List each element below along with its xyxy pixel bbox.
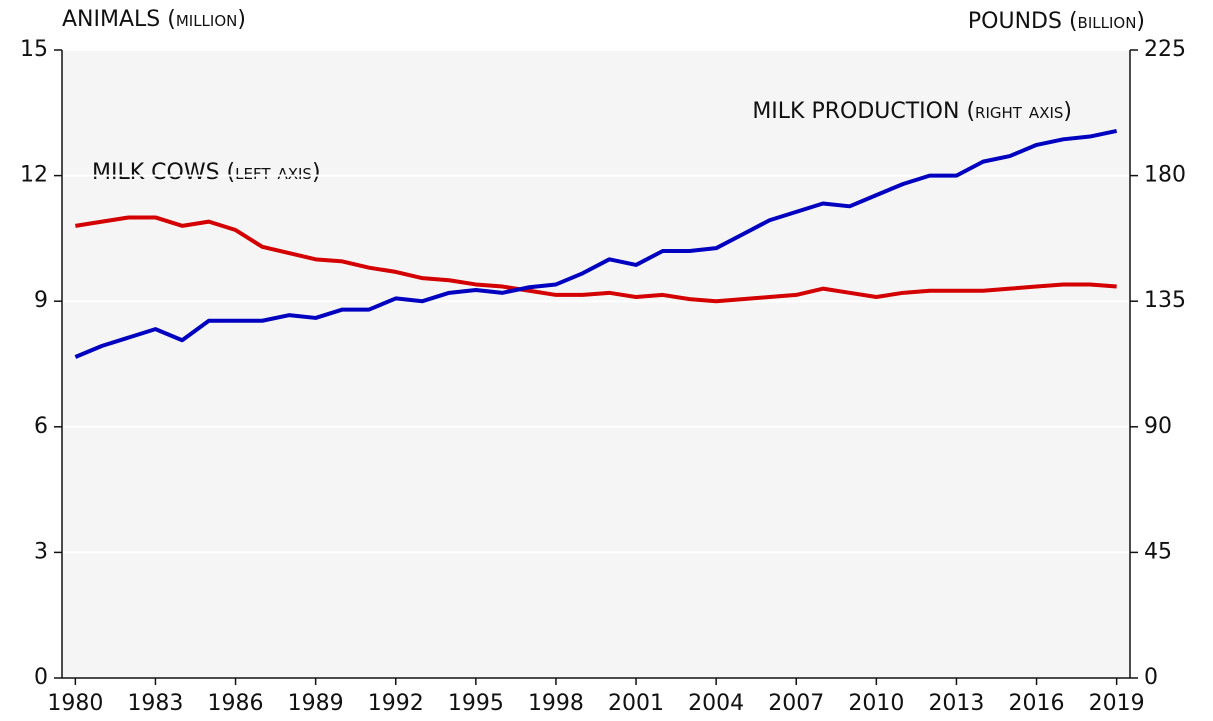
y-axis-label: ANIMALS (million) (62, 7, 246, 32)
series-line (75, 215, 1117, 304)
y-tick-label: 6 (34, 414, 48, 439)
y-tick-label: 9 (34, 288, 48, 313)
annotation: MILK COWS (left axis) (92, 160, 321, 185)
series-line (74, 128, 1118, 359)
y-tick-label: 3 (34, 539, 48, 564)
y2-tick-label: 135 (1144, 288, 1186, 313)
x-tick-label: 2010 (848, 691, 904, 716)
plot-area (62, 50, 1130, 678)
annotation: MILK PRODUCTION (right axis) (752, 99, 1072, 124)
y2-tick-label: 0 (1144, 665, 1158, 690)
x-tick-label: 1998 (528, 691, 584, 716)
x-tick-label: 1983 (127, 691, 183, 716)
x-tick-label: 1989 (288, 691, 344, 716)
x-tick-label: 1986 (208, 691, 264, 716)
y2-tick-label: 45 (1144, 539, 1172, 564)
y-tick-label: 12 (20, 163, 48, 188)
x-tick-label: 2019 (1089, 691, 1145, 716)
x-tick-label: 1992 (368, 691, 424, 716)
x-tick-label: 1995 (448, 691, 504, 716)
y2-tick-label: 90 (1144, 414, 1172, 439)
y-tick-label: 0 (34, 665, 48, 690)
x-tick-label: 2007 (768, 691, 824, 716)
x-tick-label: 2004 (688, 691, 744, 716)
y-tick-label: 15 (20, 37, 48, 62)
y2-tick-label: 180 (1144, 163, 1186, 188)
x-tick-label: 2013 (928, 691, 984, 716)
x-tick-label: 2001 (608, 691, 664, 716)
x-tick-label: 2016 (1009, 691, 1065, 716)
x-tick-label: 1980 (47, 691, 103, 716)
y2-axis-label: POUNDS (billion) (968, 9, 1145, 34)
y2-tick-label: 225 (1144, 37, 1186, 62)
